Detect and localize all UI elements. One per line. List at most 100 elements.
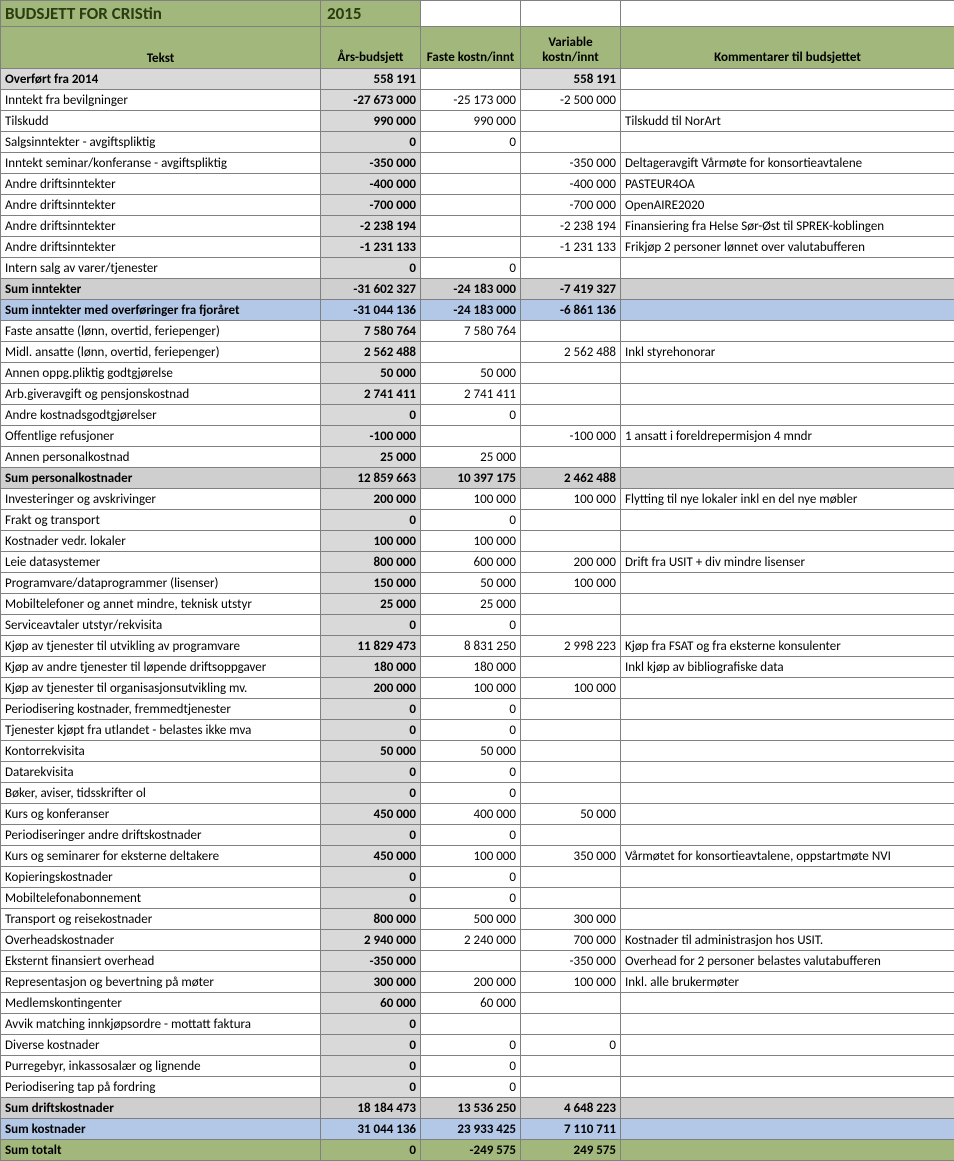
cell-tekst: Periodisering tap på fordring <box>1 1077 321 1098</box>
cell-aars: 150 000 <box>321 573 421 594</box>
cell-kommentar <box>621 258 954 279</box>
cell-tekst: Kostnader vedr. lokaler <box>1 531 321 552</box>
cell-tekst: Inntekt seminar/konferanse - avgiftsplik… <box>1 153 321 174</box>
cell-aars: 450 000 <box>321 804 421 825</box>
cell-aars: -400 000 <box>321 174 421 195</box>
cell-faste: 25 000 <box>421 594 521 615</box>
cell-tekst: Andre driftsinntekter <box>1 216 321 237</box>
cell-variable: 4 648 223 <box>521 1098 621 1119</box>
cell-kommentar: Inkl kjøp av bibliografiske data <box>621 657 954 678</box>
cell-variable: 2 462 488 <box>521 468 621 489</box>
cell-aars: 50 000 <box>321 741 421 762</box>
col-kommentarer: Kommentarer til budsjettet <box>621 27 954 69</box>
cell-tekst: Leie datasystemer <box>1 552 321 573</box>
table-row: Intern salg av varer/tjenester00 <box>1 258 954 279</box>
table-row: Andre driftsinntekter-700 000-700 000Ope… <box>1 195 954 216</box>
cell-kommentar: Vårmøtet for konsortieavtalene, oppstart… <box>621 846 954 867</box>
table-row: Eksternt finansiert overhead-350 000-350… <box>1 951 954 972</box>
cell-faste <box>421 1014 521 1035</box>
cell-faste: 180 000 <box>421 657 521 678</box>
cell-faste: 0 <box>421 888 521 909</box>
cell-kommentar <box>621 594 954 615</box>
cell-variable <box>521 531 621 552</box>
cell-aars: 800 000 <box>321 552 421 573</box>
cell-variable: -7 419 327 <box>521 279 621 300</box>
table-row: Representasjon og bevertning på møter300… <box>1 972 954 993</box>
cell-aars: 0 <box>321 783 421 804</box>
table-row: Periodisering tap på fordring00 <box>1 1077 954 1098</box>
cell-aars: 0 <box>321 720 421 741</box>
table-row: Offentlige refusjoner-100 000-100 0001 a… <box>1 426 954 447</box>
cell-aars: 0 <box>321 132 421 153</box>
cell-kommentar <box>621 825 954 846</box>
cell-aars: 800 000 <box>321 909 421 930</box>
cell-variable <box>521 783 621 804</box>
year-cell: 2015 <box>321 1 421 27</box>
table-row: Investeringer og avskrivinger200 000100 … <box>1 489 954 510</box>
cell-tekst: Sum kostnader <box>1 1119 321 1140</box>
cell-aars: 0 <box>321 888 421 909</box>
cell-kommentar <box>621 909 954 930</box>
cell-tekst: Kontorrekvisita <box>1 741 321 762</box>
cell-tekst: Andre kostnadsgodtgjørelser <box>1 405 321 426</box>
cell-tekst: Mobiltelefoner og annet mindre, teknisk … <box>1 594 321 615</box>
cell-variable <box>521 993 621 1014</box>
cell-variable: -350 000 <box>521 951 621 972</box>
cell-variable: 300 000 <box>521 909 621 930</box>
cell-kommentar <box>621 90 954 111</box>
table-row: Salgsinntekter - avgiftspliktig00 <box>1 132 954 153</box>
cell-faste: -249 575 <box>421 1140 521 1161</box>
cell-faste: 400 000 <box>421 804 521 825</box>
cell-aars: 100 000 <box>321 531 421 552</box>
cell-variable: 200 000 <box>521 552 621 573</box>
cell-tekst: Diverse kostnader <box>1 1035 321 1056</box>
cell-tekst: Andre driftsinntekter <box>1 237 321 258</box>
cell-faste <box>421 237 521 258</box>
cell-faste: 8 831 250 <box>421 636 521 657</box>
cell-faste: 2 741 411 <box>421 384 521 405</box>
table-row: Andre driftsinntekter-400 000-400 000PAS… <box>1 174 954 195</box>
cell-kommentar <box>621 321 954 342</box>
cell-faste: 23 933 425 <box>421 1119 521 1140</box>
cell-variable: 0 <box>521 1035 621 1056</box>
cell-kommentar <box>621 279 954 300</box>
cell-aars: 2 741 411 <box>321 384 421 405</box>
cell-kommentar: Drift fra USIT + div mindre lisenser <box>621 552 954 573</box>
cell-faste: 2 240 000 <box>421 930 521 951</box>
cell-variable: 249 575 <box>521 1140 621 1161</box>
table-row: Kopieringskostnader00 <box>1 867 954 888</box>
cell-faste: 10 397 175 <box>421 468 521 489</box>
cell-variable <box>521 720 621 741</box>
table-row: Bøker, aviser, tidsskrifter ol00 <box>1 783 954 804</box>
cell-faste: 50 000 <box>421 573 521 594</box>
table-row: Midl. ansatte (lønn, overtid, feriepenge… <box>1 342 954 363</box>
cell-kommentar <box>621 132 954 153</box>
cell-kommentar: Frikjøp 2 personer lønnet over valutabuf… <box>621 237 954 258</box>
cell-variable <box>521 657 621 678</box>
cell-variable <box>521 111 621 132</box>
cell-tekst: Eksternt finansiert overhead <box>1 951 321 972</box>
cell-kommentar <box>621 699 954 720</box>
cell-faste: 0 <box>421 699 521 720</box>
cell-variable: 2 998 223 <box>521 636 621 657</box>
cell-variable <box>521 762 621 783</box>
table-row: Annen oppg.pliktig godtgjørelse50 00050 … <box>1 363 954 384</box>
cell-faste: 50 000 <box>421 741 521 762</box>
cell-aars: -700 000 <box>321 195 421 216</box>
cell-kommentar <box>621 888 954 909</box>
cell-kommentar <box>621 678 954 699</box>
cell-kommentar: Kostnader til administrasjon hos USIT. <box>621 930 954 951</box>
cell-variable <box>521 615 621 636</box>
cell-variable <box>521 405 621 426</box>
cell-tekst: Sum inntekter med overføringer fra fjorå… <box>1 300 321 321</box>
cell-tekst: Inntekt fra bevilgninger <box>1 90 321 111</box>
cell-aars: 0 <box>321 762 421 783</box>
cell-variable <box>521 258 621 279</box>
cell-aars: 200 000 <box>321 678 421 699</box>
cell-faste: 0 <box>421 132 521 153</box>
cell-aars: 7 580 764 <box>321 321 421 342</box>
cell-variable <box>521 825 621 846</box>
cell-tekst: Investeringer og avskrivinger <box>1 489 321 510</box>
cell-variable: 7 110 711 <box>521 1119 621 1140</box>
budget-table: BUDSJETT FOR CRIStin 2015 Tekst Års-buds… <box>0 0 954 1161</box>
